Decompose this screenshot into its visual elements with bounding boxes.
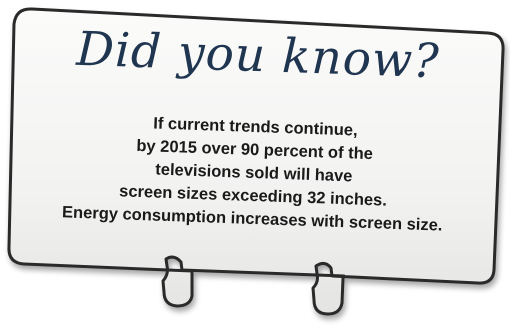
card-body: If current trends continue, by 2015 over… (17, 108, 491, 239)
card-content: Did you know? If current trends continue… (16, 12, 494, 268)
card-outline (7, 7, 505, 316)
card-title: Did you know? (75, 21, 441, 90)
